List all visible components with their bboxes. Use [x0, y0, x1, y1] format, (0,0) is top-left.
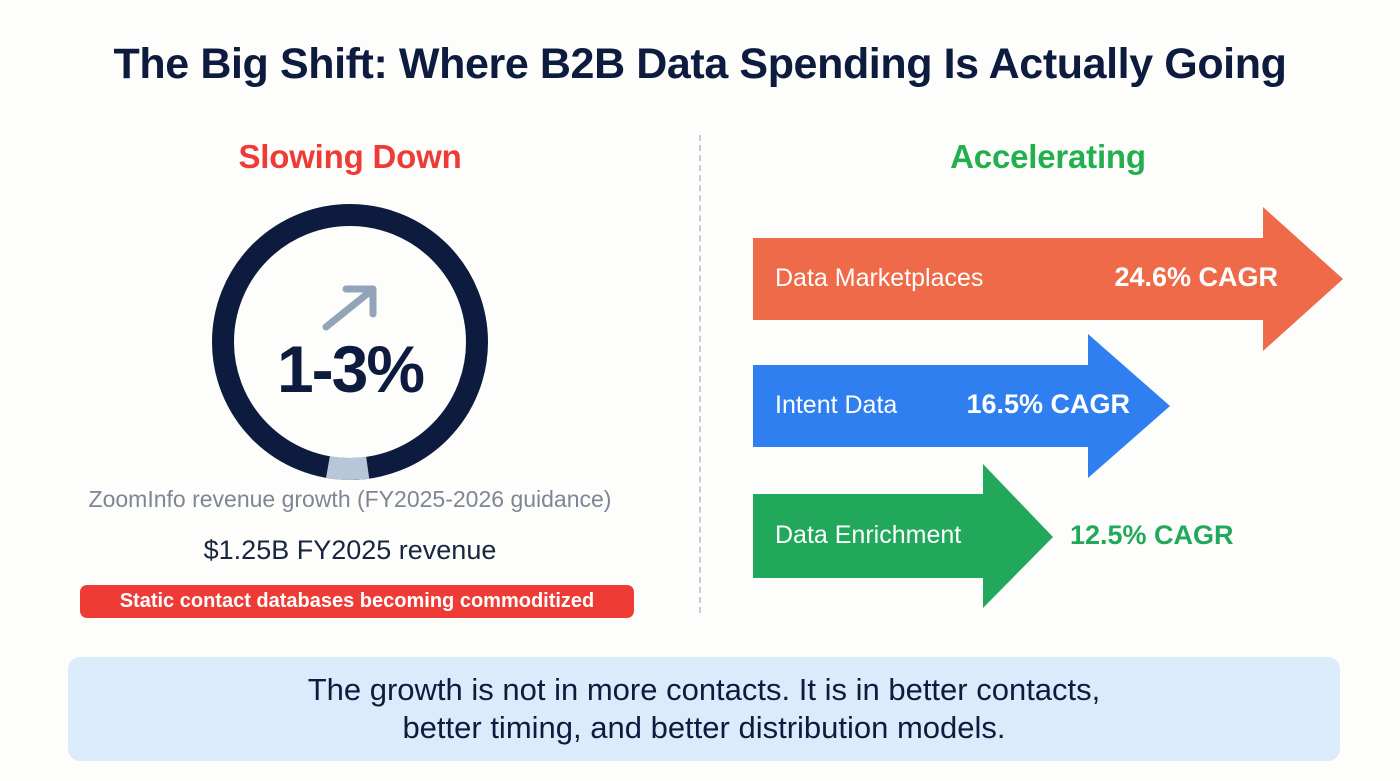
panel-divider	[699, 135, 701, 613]
donut-center-content: 1-3%	[212, 204, 488, 480]
accelerating-heading: Accelerating	[950, 138, 1146, 175]
arrow-label-intent-data: Intent Data	[775, 391, 898, 419]
arrow-label-data-marketplaces: Data Marketplaces	[775, 264, 984, 292]
fy2025-revenue-caption: $1.25B FY2025 revenue	[203, 535, 497, 565]
summary-line-2: better timing, and better distribution m…	[402, 710, 1006, 745]
donut-value-label: 1-3%	[276, 332, 425, 406]
arrow-data-enrichment: Data Enrichment 12.5% CAGR	[745, 461, 1265, 611]
summary-callout-text: The growth is not in more contacts. It i…	[278, 671, 1131, 747]
arrow-up-right-icon	[319, 282, 381, 334]
donut-chart: 1-3%	[212, 204, 488, 480]
summary-callout: The growth is not in more contacts. It i…	[68, 657, 1340, 761]
page-title: The Big Shift: Where B2B Data Spending I…	[113, 40, 1287, 88]
summary-line-1: The growth is not in more contacts. It i…	[307, 672, 1101, 708]
arrow-value-data-enrichment: 12.5% CAGR	[1070, 520, 1234, 550]
donut-segment	[212, 204, 488, 480]
revenue-growth-caption: ZoomInfo revenue growth (FY2025-2026 gui…	[88, 486, 612, 512]
slowing-down-heading: Slowing Down	[238, 138, 462, 175]
status-badge-commoditized: Static contact databases becoming commod…	[80, 585, 634, 618]
arrow-data-marketplaces: Data Marketplaces 24.6% CAGR	[745, 207, 1345, 351]
arrow-intent-data: Intent Data 16.5% CAGR	[745, 334, 1175, 478]
arrow-shape	[753, 207, 1343, 351]
arrow-value-intent-data: 16.5% CAGR	[966, 389, 1130, 419]
arrow-shape	[753, 464, 1053, 608]
arrow-label-data-enrichment: Data Enrichment	[775, 521, 962, 549]
arrow-shape	[753, 334, 1170, 478]
arrow-value-data-marketplaces: 24.6% CAGR	[1114, 262, 1278, 292]
